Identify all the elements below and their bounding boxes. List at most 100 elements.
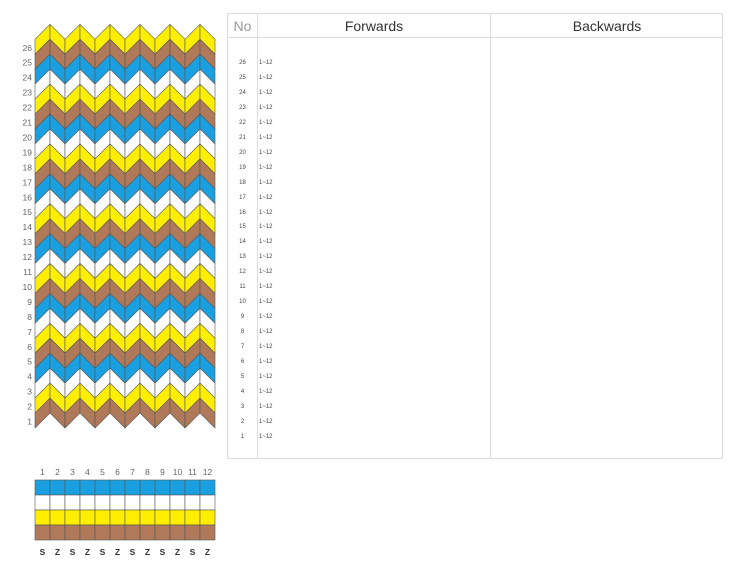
card-number: 2 — [55, 467, 60, 477]
table-row-forwards: 1~12 — [259, 403, 273, 410]
table-row-no: 20 — [239, 149, 246, 156]
threading-cell — [199, 494, 216, 511]
card-number: 1 — [40, 467, 45, 477]
threading-cell — [34, 479, 51, 496]
table-row-forwards: 1~12 — [259, 164, 273, 171]
table-row-no: 7 — [240, 344, 245, 351]
table-row-forwards: 1~12 — [259, 418, 273, 425]
table-row-forwards: 1~12 — [259, 179, 273, 186]
table-row-forwards: 1~12 — [259, 373, 273, 380]
card-number: 7 — [130, 467, 135, 477]
threading-cell — [94, 524, 111, 541]
threading-cell — [169, 524, 186, 541]
threading-cell — [124, 509, 141, 526]
threading-cell — [64, 509, 81, 526]
table-row-forwards: 1~12 — [259, 329, 273, 336]
row-label: 5 — [27, 357, 32, 367]
table-row-no: 16 — [239, 209, 246, 216]
table-row-no: 12 — [239, 269, 246, 276]
table-row-no: 13 — [239, 254, 246, 261]
row-label: 10 — [23, 282, 33, 292]
table-row-forwards: 1~12 — [259, 254, 273, 261]
threading-cell — [154, 479, 171, 496]
twist-direction: Z — [55, 547, 60, 557]
row-label: 20 — [23, 132, 33, 142]
row-label: 8 — [27, 312, 32, 322]
table-row-forwards: 1~12 — [259, 134, 273, 141]
threading-cell — [124, 479, 141, 496]
threading-cell — [49, 479, 66, 496]
row-label: 21 — [23, 118, 33, 128]
twist-direction: S — [70, 547, 76, 557]
threading-cell — [184, 509, 201, 526]
table-row-no: 11 — [239, 284, 246, 291]
twist-direction: S — [100, 547, 106, 557]
column-divider — [257, 14, 258, 458]
card-number: 11 — [188, 467, 197, 477]
row-label: 13 — [23, 237, 33, 247]
threading-cell — [34, 509, 51, 526]
row-label: 16 — [23, 192, 33, 202]
table-row-forwards: 1~12 — [259, 209, 273, 216]
twist-direction: S — [190, 547, 196, 557]
table-row-no: 10 — [239, 299, 246, 306]
row-label: 15 — [23, 207, 33, 217]
card-number: 9 — [160, 467, 165, 477]
threading-cell — [124, 494, 141, 511]
row-label: 23 — [23, 88, 33, 98]
threading-cell — [94, 479, 111, 496]
threading-cell — [94, 509, 111, 526]
pattern-diagram: 2625242322212019181716151413121110987654… — [23, 23, 216, 429]
row-label: 22 — [23, 103, 33, 113]
twist-direction: Z — [115, 547, 120, 557]
threading-cell — [109, 494, 126, 511]
table-row-no: 15 — [239, 224, 246, 231]
table-row-no: 24 — [239, 89, 246, 96]
threading-cell — [49, 509, 66, 526]
threading-cell — [199, 509, 216, 526]
row-label: 4 — [27, 372, 32, 382]
threading-cell — [169, 494, 186, 511]
card-number: 6 — [115, 467, 120, 477]
threading-cell — [64, 494, 81, 511]
threading-cell — [199, 479, 216, 496]
row-label: 3 — [27, 387, 32, 397]
table-row-no: 18 — [239, 179, 246, 186]
table-row-forwards: 1~12 — [259, 60, 273, 66]
card-number: 4 — [85, 467, 90, 477]
table-row-no: 17 — [239, 194, 246, 201]
table-row-no: 6 — [240, 359, 245, 365]
table-row-forwards: 1~12 — [259, 269, 273, 276]
table-row-forwards: 1~12 — [259, 359, 273, 365]
table-row-no: 3 — [240, 403, 245, 410]
row-label: 7 — [27, 327, 32, 337]
threading-cell — [34, 524, 51, 541]
threading-cell — [154, 509, 171, 526]
turning-table: No Forwards Backwards 26 1~12 25 1~12 24 1~12… — [227, 13, 723, 459]
table-row-forwards: 1~12 — [259, 149, 273, 156]
header-backwards: Backwards — [491, 14, 723, 38]
twist-direction: Z — [145, 547, 150, 557]
row-label: 12 — [23, 252, 33, 262]
row-label: 1 — [27, 417, 32, 427]
row-label: 9 — [27, 297, 32, 307]
chevron-cell — [199, 397, 216, 429]
row-label: 14 — [23, 222, 33, 232]
row-label: 11 — [23, 267, 32, 277]
table-row-forwards: 1~12 — [259, 433, 273, 440]
threading-cell — [199, 524, 216, 541]
column-divider — [490, 14, 491, 458]
threading-cell — [79, 494, 96, 511]
threading-diagram: 1 2 3 4 5 6 7 8 9 10 11 12S Z S Z S Z S Z S Z S Z — [34, 467, 216, 557]
table-row-forwards: 1~12 — [259, 194, 273, 201]
twist-direction: Z — [205, 547, 210, 557]
table-row-no: 5 — [240, 373, 245, 380]
table-row-forwards: 1~12 — [259, 314, 273, 321]
twist-direction: Z — [85, 547, 90, 557]
table-row-no: 2 — [240, 418, 245, 425]
threading-cell — [139, 494, 156, 511]
threading-cell — [109, 509, 126, 526]
table-row-forwards: 1~12 — [259, 104, 273, 111]
row-label: 19 — [23, 147, 33, 157]
table-row-no: 19 — [239, 164, 246, 171]
